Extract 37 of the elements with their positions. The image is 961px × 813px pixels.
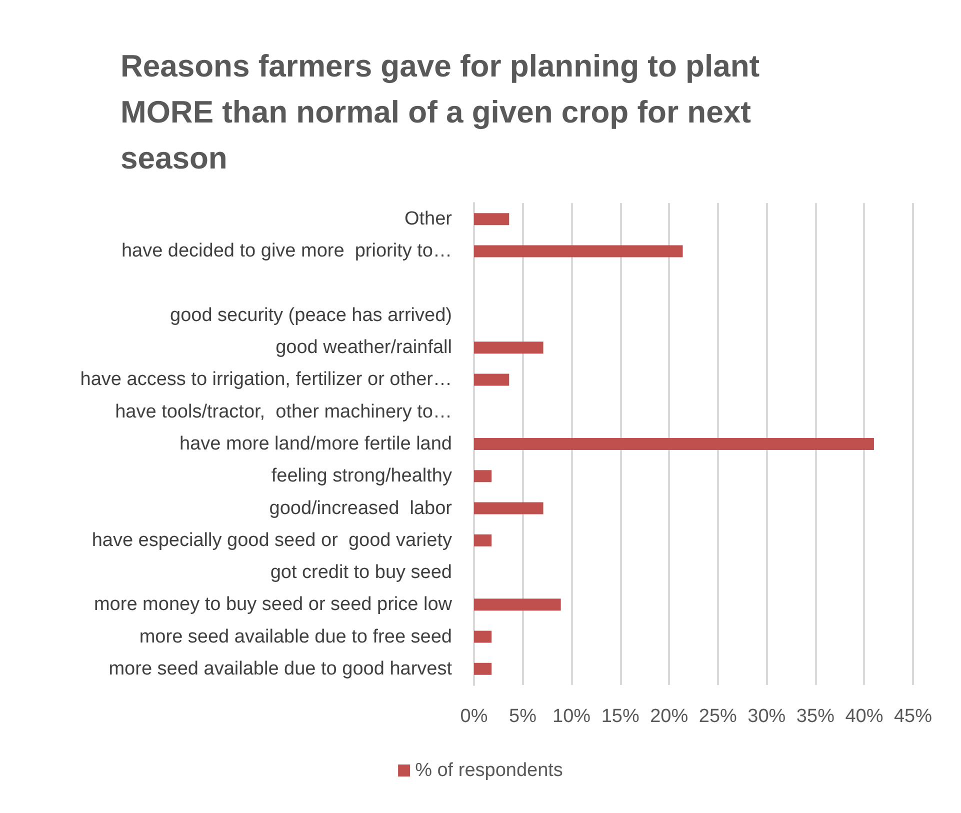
y-tick-label: Other (404, 208, 453, 230)
legend-label: % of respondents (415, 760, 563, 781)
y-tick-label: more seed available due to good harvest (108, 658, 453, 680)
x-tick-label: 45% (894, 706, 932, 727)
x-tick-label: 10% (552, 706, 591, 727)
x-tick-label: 20% (650, 706, 688, 727)
bar (474, 342, 544, 354)
x-tick-label: 30% (748, 706, 786, 727)
bar (474, 662, 492, 675)
x-tick-label: 35% (796, 706, 835, 727)
chart-title: Reasons farmers gave for planning to plant MORE than normal of a given crop for next season (120, 48, 768, 176)
y-tick-label: good security (peace has arrived) (170, 304, 452, 326)
bar (474, 470, 492, 482)
bar (474, 213, 510, 226)
y-tick-label: good weather/rainfall (276, 337, 452, 358)
bar (474, 438, 874, 450)
bar (474, 598, 561, 611)
x-tick-label: 25% (698, 706, 738, 727)
bar (474, 502, 544, 514)
y-tick-label: more seed available due to free seed (139, 626, 452, 648)
y-tick-label: have decided to give more priority to… (121, 240, 452, 262)
y-tick-label: got credit to buy seed (270, 562, 452, 584)
y-tick-label: more money to buy seed or seed price low (94, 594, 452, 616)
bar (474, 245, 683, 258)
y-tick-label: have access to irrigation, fertilizer or other… (80, 369, 452, 390)
y-tick-label: good/increased labor (269, 498, 453, 519)
x-tick-label: 0% (460, 706, 488, 727)
x-tick-label: 15% (601, 706, 640, 727)
y-tick-label: feeling strong/healthy (271, 466, 452, 487)
bar (474, 534, 492, 546)
y-tick-label: have tools/tractor, other machinery to… (115, 401, 452, 422)
x-tick-label: 5% (509, 706, 537, 727)
x-tick-label: 40% (845, 706, 884, 727)
y-tick-label: have more land/more fertile land (180, 434, 452, 454)
y-tick-label: have especially good seed or good variety (92, 530, 452, 551)
bar (474, 630, 492, 643)
bar (474, 374, 510, 386)
